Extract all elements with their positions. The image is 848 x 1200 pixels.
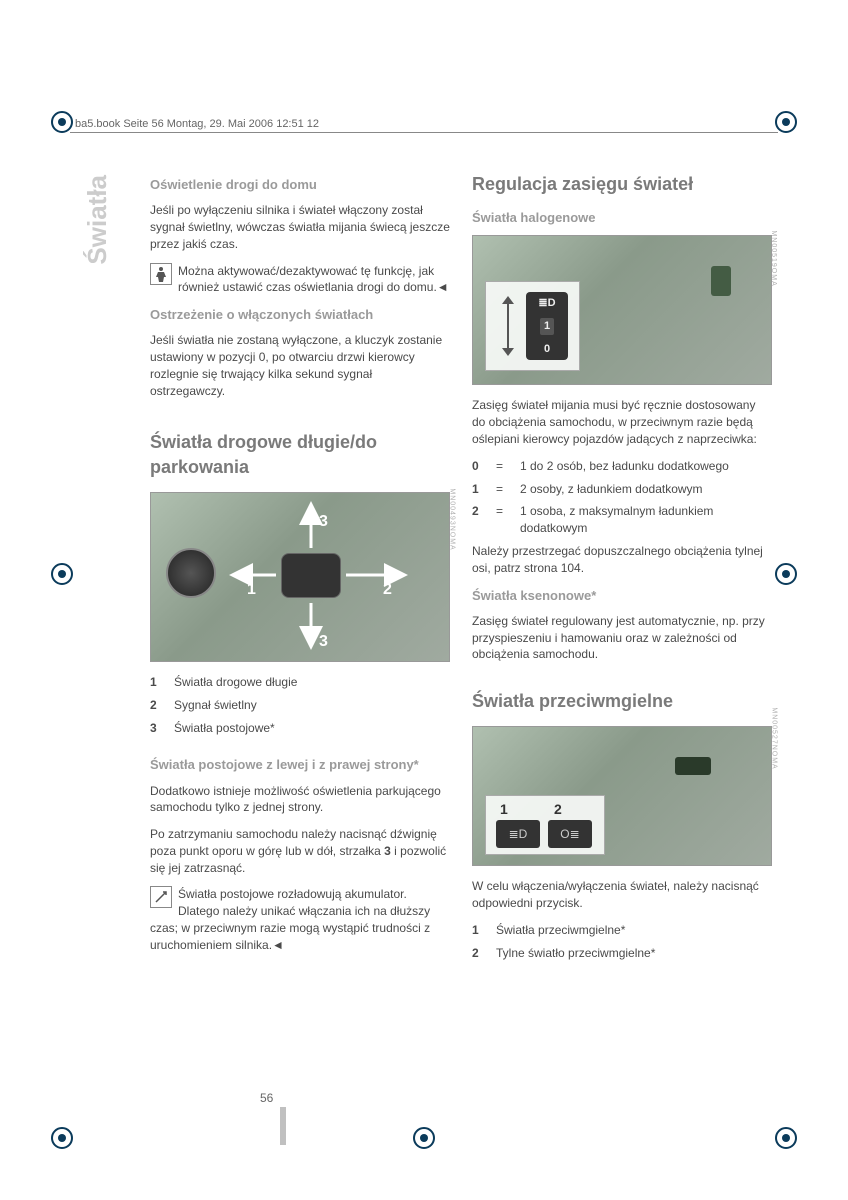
fog-front-button: ≣D	[496, 820, 540, 848]
arrow-label-2: 2	[383, 579, 392, 601]
figure-code: MN00493NOMA	[446, 488, 456, 550]
warning-paragraph: Światła postojowe rozładowują akumulator…	[150, 886, 450, 953]
header-text: ba5.book Seite 56 Montag, 29. Mai 2006 1…	[75, 118, 319, 130]
para: Jeśli po wyłączeniu silnika i świateł wł…	[150, 202, 450, 252]
para: Zasięg świateł mijania musi być ręcznie …	[472, 397, 772, 447]
para: Należy przestrzegać dopuszczalnego obcią…	[472, 543, 772, 577]
note-paragraph: Można aktywować/dezaktywować tę funkcję,…	[150, 263, 450, 297]
header-divider	[70, 132, 778, 133]
para: Jeśli światła nie zostaną wyłączone, a k…	[150, 332, 450, 399]
dial-value-1: 1	[540, 318, 554, 335]
list-item: 1Światła przeciwmgielne*	[472, 922, 772, 939]
list-item: 0=1 do 2 osób, bez ładunku dodatkowego	[472, 458, 772, 475]
right-column: Regulacja zasięgu świateł Światła haloge…	[472, 172, 772, 968]
list-item: 3Światła postojowe*	[150, 720, 450, 737]
side-section-label: Światła	[82, 175, 112, 295]
heading-home-lighting: Oświetlenie drogi do domu	[150, 176, 450, 194]
arrow-label-3: 3	[319, 511, 328, 533]
figure-code: MN00519OMA	[768, 231, 778, 287]
crop-mark-bc	[410, 1124, 438, 1152]
figure-fog-buttons: 1 2 ≣D O≣ MN00527NOMA	[472, 726, 772, 866]
arrow-label-1: 1	[247, 579, 256, 601]
crop-mark-ml	[48, 560, 76, 588]
warning-text: Światła postojowe rozładowują akumulator…	[150, 887, 430, 951]
note-text: Można aktywować/dezaktywować tę funkcję,…	[178, 264, 449, 295]
fog-rear-button: O≣	[548, 820, 592, 848]
heading-xenon: Światła ksenonowe*	[472, 587, 772, 605]
dial-value-0: 0	[544, 342, 550, 357]
figure-code: MN00527NOMA	[768, 708, 778, 770]
heading-high-beam: Światła drogowe długie/do parkowania	[150, 430, 450, 480]
para: Dodatkowo istnieje możliwość oświetlenia…	[150, 783, 450, 817]
button-label-2: 2	[554, 800, 562, 820]
arrow-label-3b: 3	[319, 631, 328, 653]
warning-icon	[150, 886, 172, 908]
heading-lights-warning: Ostrzeżenie o włączonych światłach	[150, 306, 450, 324]
page-number: 56	[260, 1091, 273, 1105]
crop-mark-mr	[772, 560, 800, 588]
list-item: 1=2 osoby, z ładunkiem dodatkowym	[472, 481, 772, 498]
figure-range-dial: ≣D 1 0 MN00519OMA	[472, 235, 772, 385]
heading-range-control: Regulacja zasięgu świateł	[472, 172, 772, 197]
person-icon	[150, 263, 172, 285]
para: Zasięg świateł regulowany jest automatyc…	[472, 613, 772, 663]
list-item: 2=1 osoba, z maksymalnym ładunkiem dodat…	[472, 503, 772, 537]
crop-mark-br	[772, 1124, 800, 1152]
heading-parking-lights: Światła postojowe z lewej i z prawej str…	[150, 756, 450, 774]
list-item: 1Światła drogowe długie	[150, 674, 450, 691]
para: Po zatrzymaniu samochodu należy nacisnąć…	[150, 826, 450, 876]
button-label-1: 1	[500, 800, 508, 820]
list-item: 2Sygnał świetlny	[150, 697, 450, 714]
page-marker-bar	[280, 1107, 286, 1145]
figure-high-beam-lever: 3 3 1 2 MN00493NOMA	[150, 492, 450, 662]
heading-fog-lights: Światła przeciwmgielne	[472, 689, 772, 714]
dial-icon: ≣D	[538, 296, 555, 311]
list-item: 2Tylne światło przeciwmgielne*	[472, 945, 772, 962]
heading-halogen: Światła halogenowe	[472, 209, 772, 227]
left-column: Oświetlenie drogi do domu Jeśli po wyłąc…	[150, 172, 450, 964]
para: W celu włączenia/wyłączenia świateł, nal…	[472, 878, 772, 912]
crop-mark-bl	[48, 1124, 76, 1152]
